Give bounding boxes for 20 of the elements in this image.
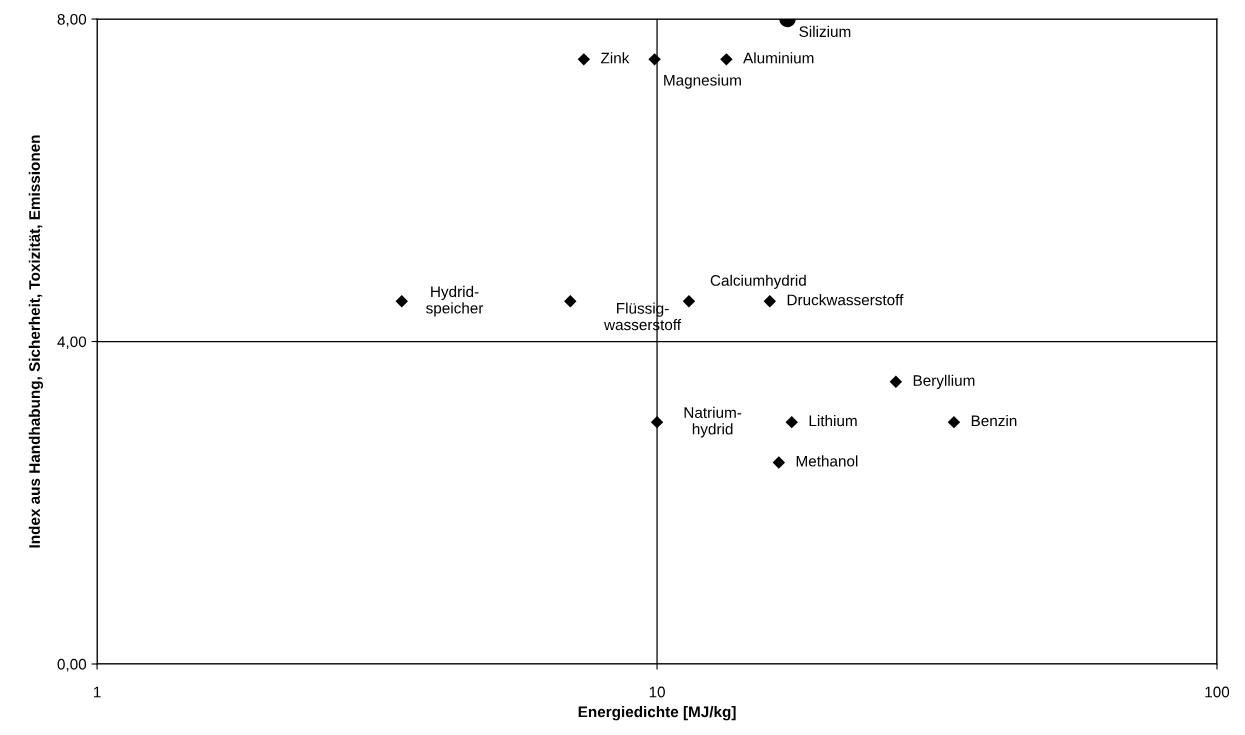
annotation: Zink	[600, 52, 630, 64]
annotation: Lithium	[809, 415, 857, 427]
y-tick-label: 0,00	[57, 658, 87, 672]
annotation: Magnesium	[664, 74, 741, 89]
annotation: Silizium	[799, 25, 851, 38]
annotation: Beryllium	[913, 374, 975, 389]
y-axis-title: Index aus Handhabung, Sicherheit, Toxizität, Emissionen	[28, 135, 44, 548]
annotation: Hydrid- speicher	[426, 285, 484, 317]
annotation: Druckwasserstoff	[787, 294, 904, 306]
annotation: Methanol	[796, 455, 858, 467]
y-tick-label: 8,00	[57, 13, 87, 27]
x-tick-label: 10	[649, 686, 665, 698]
annotation: Natrium- hydrid	[684, 406, 742, 438]
x-tick-label: 1	[94, 686, 101, 698]
annotation: Calciumhydrid	[710, 274, 806, 289]
y-tick-label: 4,00	[57, 336, 87, 350]
annotation: Aluminium	[743, 52, 814, 64]
x-tick-label: 100	[1205, 686, 1230, 698]
x-axis-title: Energiedichte [MJ/kg]	[578, 706, 736, 721]
annotation: Benzin	[971, 415, 1017, 427]
